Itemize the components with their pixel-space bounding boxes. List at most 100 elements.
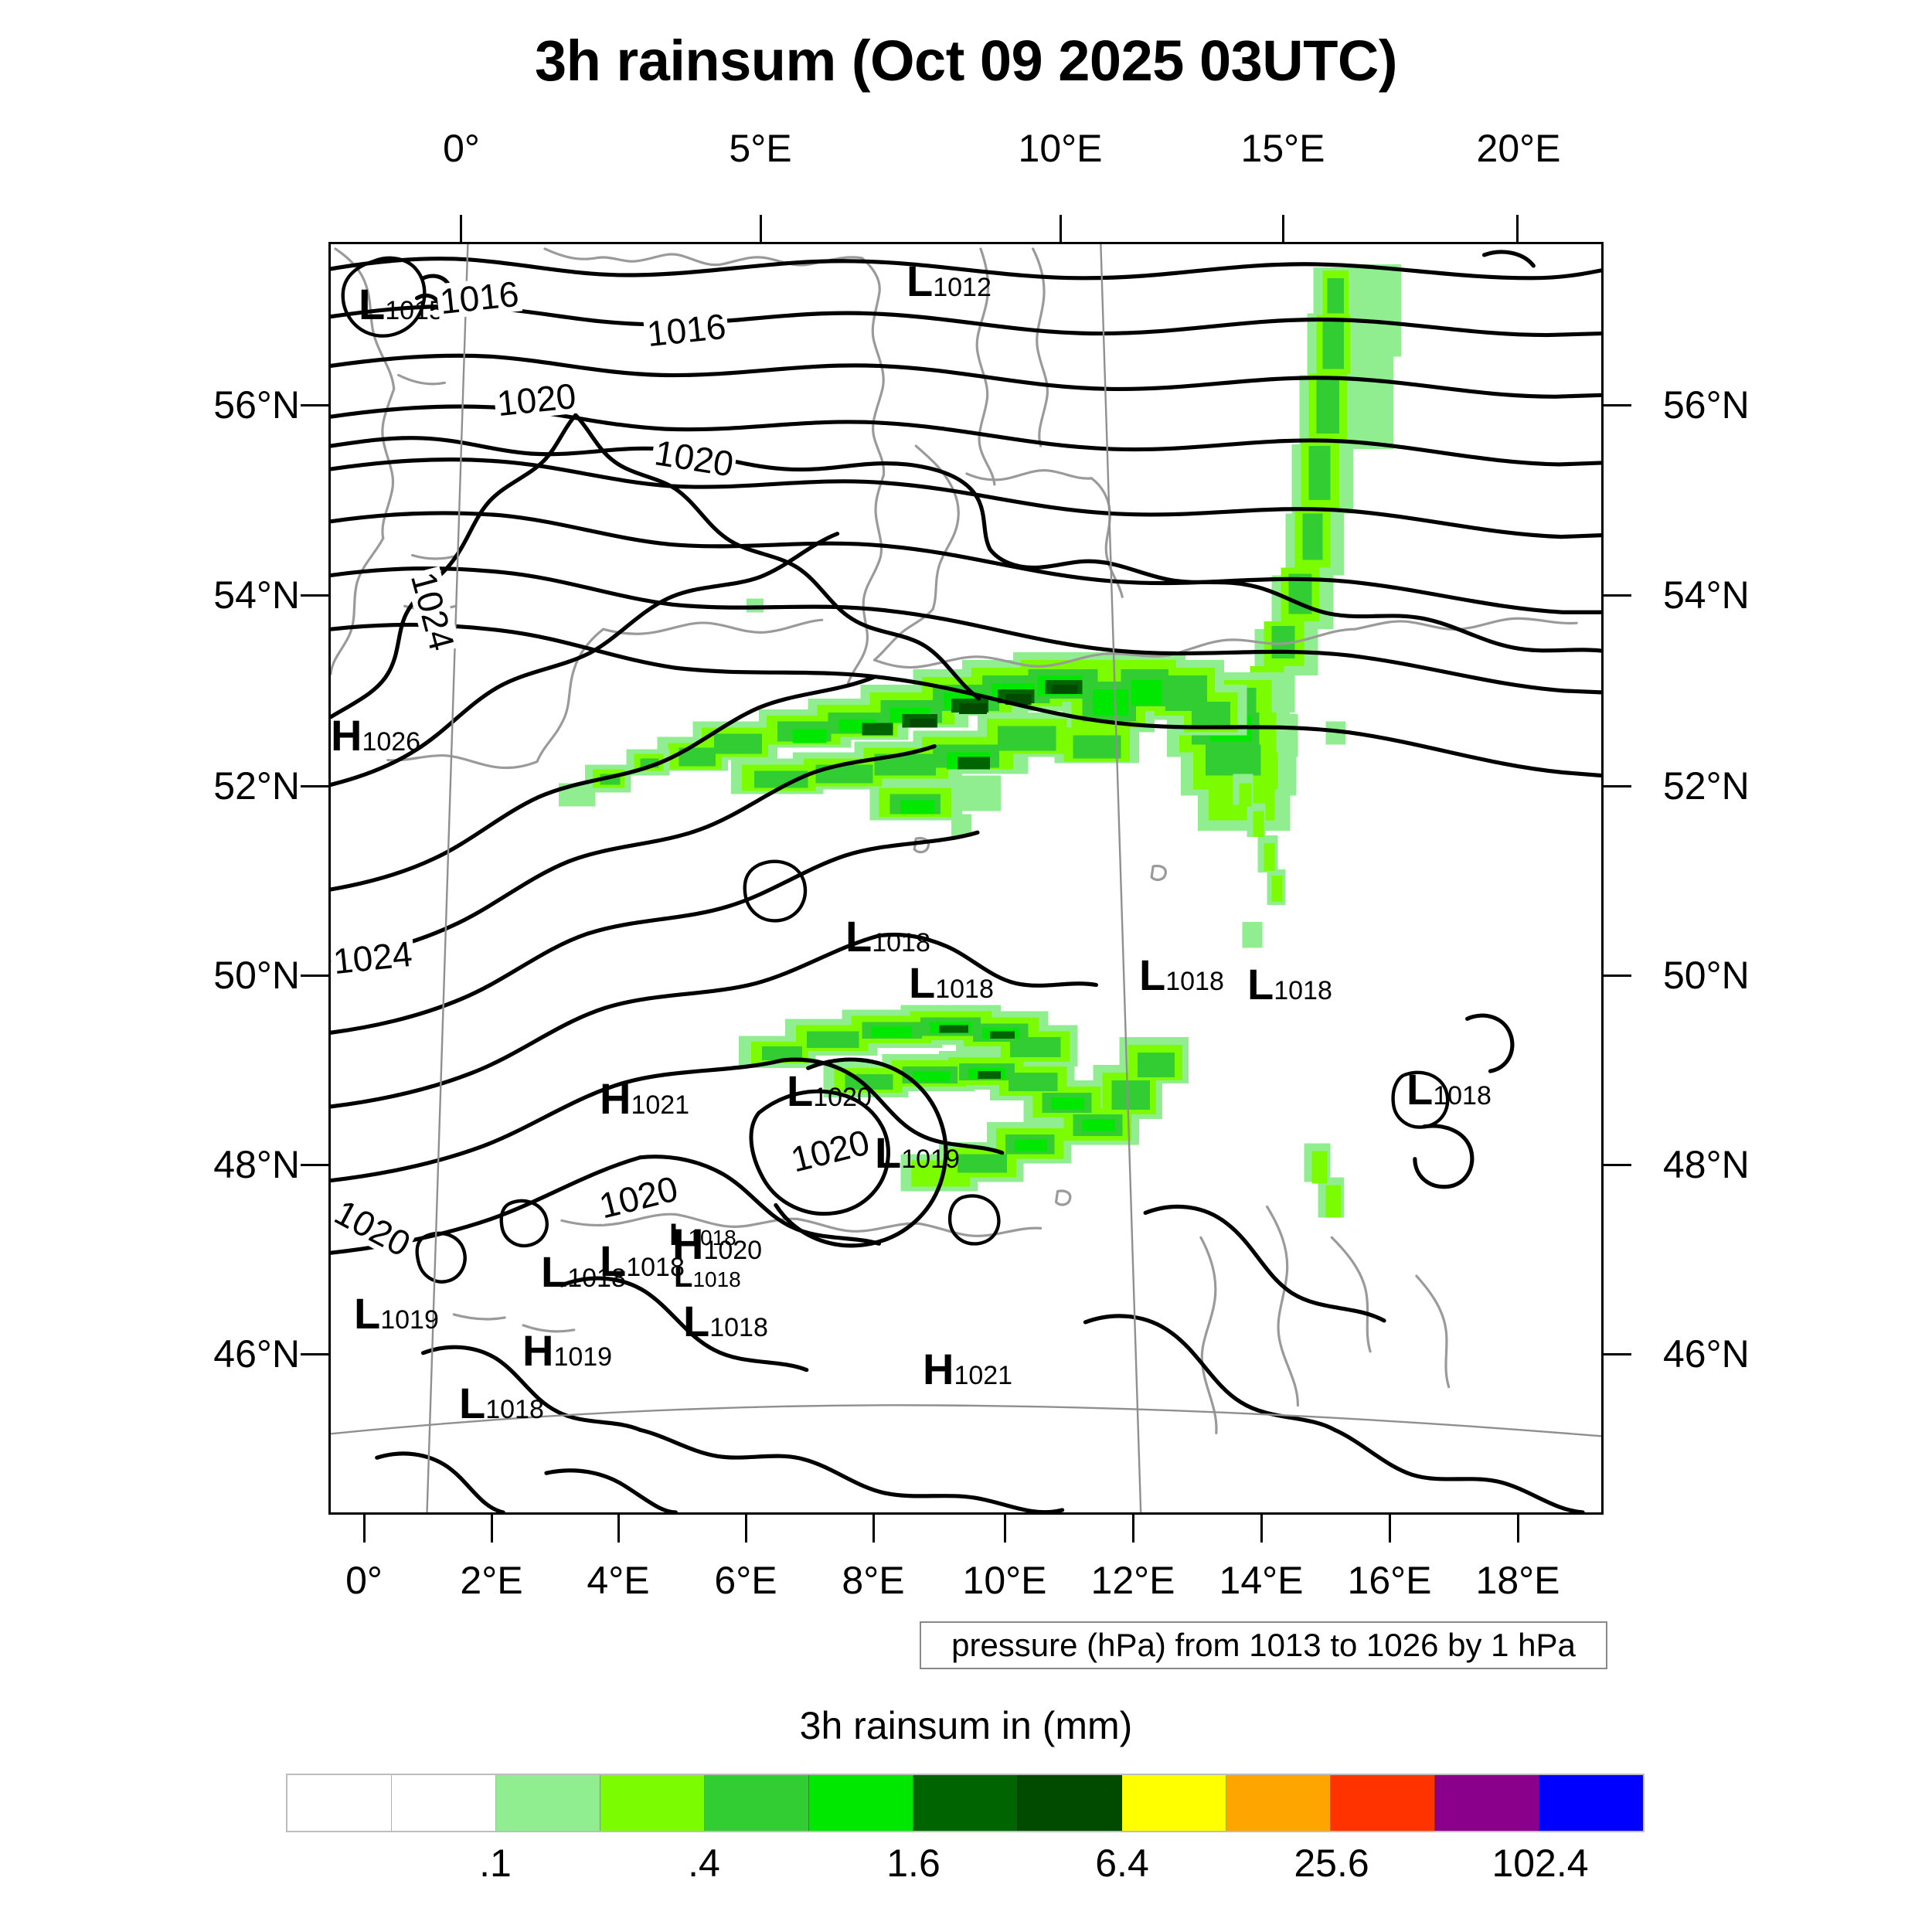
colorbar-cell-9[interactable] bbox=[1226, 1775, 1331, 1831]
map-plot-area[interactable]: L1012 L1015 H1026 L1018 L1018 L1018 H102… bbox=[328, 242, 1604, 1515]
pressure-center-L-1018-e: L1018 bbox=[600, 1236, 685, 1285]
colorbar-tick-3: 6.4 bbox=[1095, 1842, 1149, 1885]
pressure-center-L-1018-k: L1018 bbox=[1406, 1065, 1492, 1114]
bottom-axis-label-9: 18°E bbox=[1475, 1559, 1560, 1602]
colorbar-cell-7[interactable] bbox=[1018, 1775, 1122, 1831]
bottom-axis-label-8: 16°E bbox=[1347, 1559, 1432, 1602]
left-tick-5 bbox=[301, 1353, 328, 1355]
bottom-axis-label-7: 14°E bbox=[1219, 1559, 1304, 1602]
right-axis-label-3: 50°N bbox=[1663, 954, 1750, 997]
colorbar-tick-4: 25.6 bbox=[1294, 1842, 1369, 1885]
bottom-tick-7 bbox=[1260, 1515, 1263, 1543]
left-tick-3 bbox=[301, 975, 328, 977]
top-axis-label-3: 15°E bbox=[1240, 127, 1325, 170]
left-axis-label-0: 56°N bbox=[213, 383, 300, 427]
left-axis-label-1: 54°N bbox=[213, 573, 300, 617]
pressure-center-L-1018-b: L1018 bbox=[909, 958, 994, 1007]
graticule bbox=[331, 244, 1601, 1512]
pressure-center-L-1018-h: L1018 bbox=[683, 1297, 768, 1345]
pressure-center-L-1018-i: L1018 bbox=[459, 1379, 544, 1427]
colorbar-cell-1[interactable] bbox=[392, 1775, 496, 1831]
pressure-center-H-1021-a: H1021 bbox=[600, 1074, 690, 1123]
left-tick-0 bbox=[301, 404, 328, 406]
bottom-tick-5 bbox=[1004, 1515, 1006, 1543]
pressure-center-H-1019: H1019 bbox=[522, 1326, 613, 1375]
colorbar-cell-3[interactable] bbox=[600, 1775, 705, 1831]
colorbar-cell-4[interactable] bbox=[705, 1775, 809, 1831]
right-axis-label-0: 56°N bbox=[1663, 383, 1750, 427]
right-axis-label-1: 54°N bbox=[1663, 573, 1750, 617]
colorbar-tick-5: 102.4 bbox=[1492, 1842, 1589, 1885]
right-tick-0 bbox=[1604, 404, 1631, 406]
pressure-center-H-1021-b: H1021 bbox=[923, 1345, 1013, 1393]
contour-label-1016-b: 1016 bbox=[642, 306, 730, 354]
precipitation-shading bbox=[558, 264, 1401, 1218]
bottom-tick-0 bbox=[363, 1515, 366, 1543]
top-tick-0 bbox=[460, 215, 462, 243]
colorbar-cell-5[interactable] bbox=[809, 1775, 913, 1831]
pressure-center-L-1020: L1020 bbox=[787, 1066, 872, 1115]
top-axis-label-0: 0° bbox=[443, 127, 480, 170]
contour-label-1016-a: 1016 bbox=[435, 274, 523, 321]
colorbar-cell-2[interactable] bbox=[496, 1775, 600, 1831]
bottom-axis-label-4: 8°E bbox=[842, 1559, 905, 1602]
pressure-center-H-1020: H1020 bbox=[672, 1219, 763, 1268]
colorbar-cell-12[interactable] bbox=[1539, 1775, 1643, 1831]
colorbar-tick-1: .4 bbox=[688, 1842, 720, 1885]
bottom-tick-2 bbox=[617, 1515, 620, 1543]
contour-label-1020-a: 1020 bbox=[492, 376, 580, 423]
top-axis-label-1: 5°E bbox=[729, 127, 792, 170]
colorbar-tick-0: .1 bbox=[479, 1842, 512, 1885]
left-tick-1 bbox=[301, 594, 328, 597]
bottom-axis-label-0: 0° bbox=[345, 1559, 383, 1602]
pressure-center-L-1019-b: L1019 bbox=[354, 1289, 439, 1338]
colorbar-cell-0[interactable] bbox=[287, 1775, 392, 1831]
bottom-axis-label-3: 6°E bbox=[714, 1559, 777, 1602]
right-axis-label-4: 48°N bbox=[1663, 1143, 1750, 1186]
colorbar-cell-11[interactable] bbox=[1435, 1775, 1539, 1831]
pressure-center-L-1018-g: L1018 bbox=[669, 1218, 736, 1252]
pressure-center-L-1018-a: L1018 bbox=[845, 912, 930, 961]
pressure-center-L-1018-f: L1018 bbox=[674, 1260, 741, 1294]
bottom-tick-1 bbox=[491, 1515, 493, 1543]
bottom-axis-label-6: 12°E bbox=[1090, 1559, 1175, 1602]
top-axis-label-2: 10°E bbox=[1018, 127, 1103, 170]
left-tick-2 bbox=[301, 785, 328, 787]
bottom-axis-label-5: 10°E bbox=[962, 1559, 1047, 1602]
right-axis-label-2: 52°N bbox=[1663, 764, 1750, 808]
pressure-center-L-1018-j: L1018 bbox=[1247, 960, 1332, 1009]
page-title: 3h rainsum (Oct 09 2025 03UTC) bbox=[535, 29, 1398, 93]
left-tick-4 bbox=[301, 1164, 328, 1166]
colorbar-cell-6[interactable] bbox=[913, 1775, 1018, 1831]
colorbar-tick-labels: .1 .4 1.6 6.4 25.6 102.4 bbox=[286, 1841, 1645, 1895]
right-axis-label-5: 46°N bbox=[1663, 1332, 1750, 1376]
colorbar[interactable] bbox=[286, 1774, 1645, 1832]
top-tick-4 bbox=[1516, 215, 1519, 243]
left-axis-label-2: 52°N bbox=[213, 764, 300, 808]
bottom-tick-9 bbox=[1517, 1515, 1519, 1543]
bottom-tick-6 bbox=[1132, 1515, 1134, 1543]
pressure-center-L-1018-c: L1018 bbox=[1139, 951, 1224, 999]
bottom-axis-label-1: 2°E bbox=[460, 1559, 523, 1602]
right-tick-4 bbox=[1604, 1164, 1631, 1166]
pressure-center-L-1019-a: L1019 bbox=[875, 1128, 960, 1177]
colorbar-cell-8[interactable] bbox=[1122, 1775, 1226, 1831]
pressure-legend-text: pressure (hPa) from 1013 to 1026 by 1 hP… bbox=[951, 1627, 1576, 1663]
bottom-tick-4 bbox=[872, 1515, 875, 1543]
right-tick-1 bbox=[1604, 594, 1631, 597]
pressure-center-H-1026: H1026 bbox=[331, 711, 421, 760]
right-tick-3 bbox=[1604, 975, 1631, 977]
left-axis-label-4: 48°N bbox=[213, 1143, 300, 1186]
bottom-axis-label-2: 4°E bbox=[587, 1559, 650, 1602]
colorbar-cell-10[interactable] bbox=[1331, 1775, 1435, 1831]
pressure-center-L-1012: L1012 bbox=[906, 257, 992, 305]
top-tick-3 bbox=[1282, 215, 1284, 243]
left-axis-label-5: 46°N bbox=[213, 1332, 300, 1376]
colorbar-title: 3h rainsum in (mm) bbox=[799, 1704, 1133, 1747]
right-tick-2 bbox=[1604, 785, 1631, 787]
pressure-center-L-1018-d: L1018 bbox=[541, 1247, 626, 1296]
top-tick-1 bbox=[760, 215, 762, 243]
colorbar-tick-2: 1.6 bbox=[886, 1842, 940, 1885]
map-canvas bbox=[331, 244, 1601, 1512]
